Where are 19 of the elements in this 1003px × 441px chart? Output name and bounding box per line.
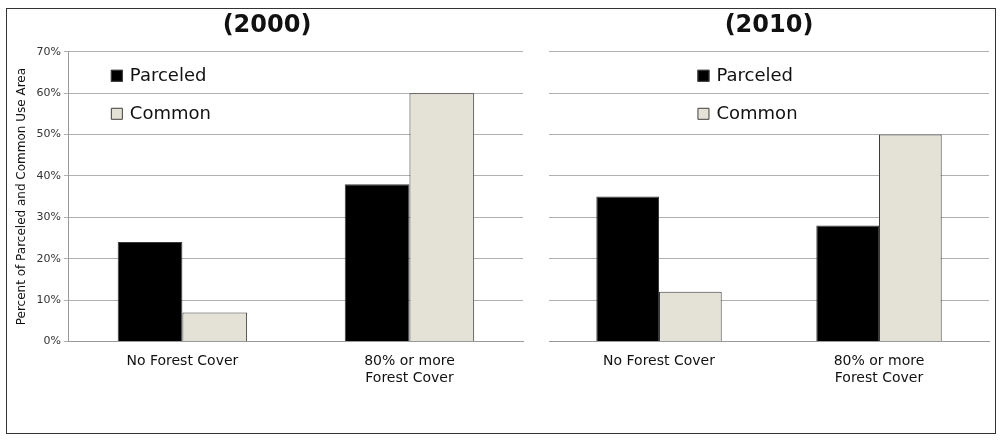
legend-label: Parceled (129, 64, 207, 86)
y-tick-label: 50% (36, 127, 61, 141)
y-tick-label: 70% (36, 44, 61, 58)
legend-label: Common (716, 102, 798, 124)
y-tick-label: 30% (36, 210, 61, 224)
y-tick-label: 20% (36, 251, 61, 265)
x-tick-label: 80% or more Forest Cover (364, 352, 455, 386)
x-tick-label: 80% or more Forest Cover (833, 352, 925, 386)
x-tick-label: No Forest Cover (603, 352, 716, 369)
legend-label: Common (129, 102, 211, 124)
chart-title: (2000) (222, 9, 312, 38)
y-tick-label: 60% (36, 86, 61, 100)
x-tick-label: No Forest Cover (126, 352, 239, 369)
y-axis-title: Percent of Parceled and Common Use Area (14, 67, 29, 326)
y-tick-label: 40% (36, 168, 61, 182)
chart-title: (2010) (724, 9, 814, 38)
legend-label: Parceled (716, 64, 794, 86)
y-tick-label: 0% (43, 334, 61, 348)
y-tick-label: 10% (36, 292, 61, 306)
